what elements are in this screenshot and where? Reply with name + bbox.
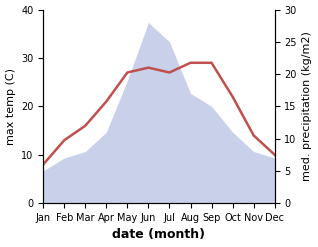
X-axis label: date (month): date (month): [113, 228, 205, 242]
Y-axis label: max temp (C): max temp (C): [5, 68, 16, 145]
Y-axis label: med. precipitation (kg/m2): med. precipitation (kg/m2): [302, 31, 313, 181]
